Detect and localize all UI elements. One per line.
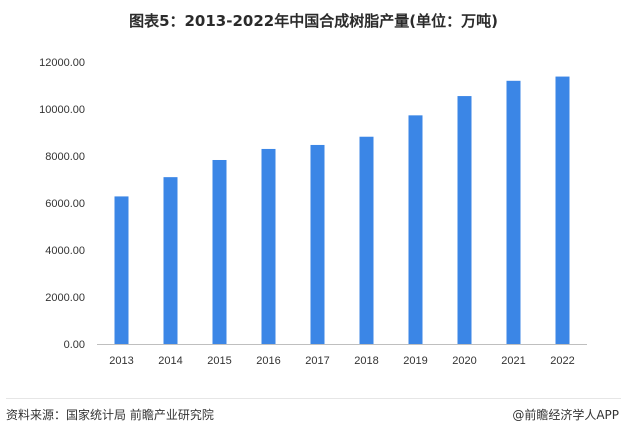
x-tick-label: 2020 <box>452 355 476 367</box>
bar <box>555 76 570 344</box>
bar <box>114 196 129 344</box>
chart-title: 图表5：2013-2022年中国合成树脂产量(单位：万吨) <box>129 12 498 30</box>
x-tick-label: 2016 <box>256 355 280 367</box>
brand-credit: @前瞻经济学人APP <box>512 408 619 422</box>
bar <box>359 136 374 344</box>
bar <box>506 80 521 345</box>
source-note: 资料来源：国家统计局 前瞻产业研究院 <box>6 408 214 422</box>
x-tick-label: 2014 <box>158 355 182 367</box>
x-tick-label: 2021 <box>501 355 525 367</box>
bar <box>212 159 227 344</box>
y-tick-label: 6000.00 <box>45 198 85 210</box>
bar <box>457 96 472 344</box>
x-tick-label: 2022 <box>550 355 574 367</box>
y-tick-label: 12000.00 <box>39 57 85 69</box>
x-tick-label: 2018 <box>354 355 378 367</box>
x-tick-label: 2013 <box>109 355 133 367</box>
y-tick-label: 8000.00 <box>45 151 85 163</box>
bar-chart: 0.00 2000.00 4000.00 6000.00 8000.00 10000.00… <box>39 57 587 367</box>
y-tick-label: 4000.00 <box>45 245 85 257</box>
footer-divider <box>6 398 621 399</box>
x-tick-label: 2017 <box>305 355 329 367</box>
y-tick-label: 10000.00 <box>39 104 85 116</box>
bar <box>261 148 276 344</box>
bar <box>310 144 325 344</box>
x-axis: 2013 2014 2015 2016 2017 2018 2019 2020 2021 2022 <box>109 355 574 367</box>
bar <box>408 115 423 344</box>
bar <box>163 177 178 344</box>
x-tick-label: 2019 <box>403 355 427 367</box>
bar-series <box>114 76 570 345</box>
x-tick-label: 2015 <box>207 355 231 367</box>
y-tick-label: 2000.00 <box>45 292 85 304</box>
y-axis: 0.00 2000.00 4000.00 6000.00 8000.00 10000.00… <box>39 57 85 351</box>
y-tick-label: 0.00 <box>64 339 85 351</box>
